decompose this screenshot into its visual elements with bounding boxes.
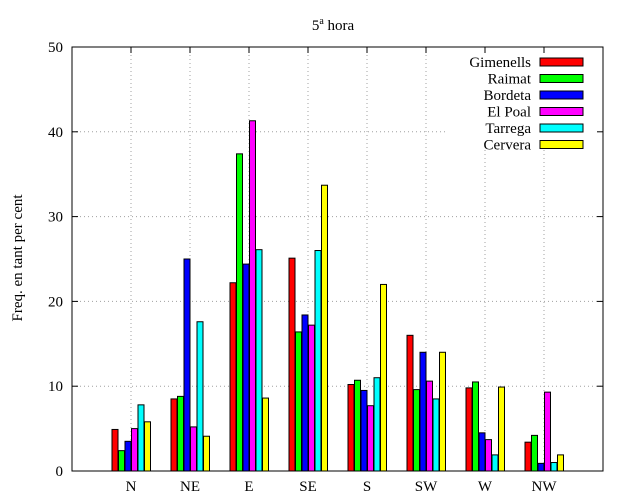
bar-el-poal [190, 426, 197, 472]
legend-label: Cervera [484, 138, 532, 154]
x-tick-label: N [126, 479, 137, 495]
legend-swatch [539, 74, 584, 83]
y-tick-label: 50 [48, 40, 63, 56]
bar-gimenells [347, 384, 355, 472]
bar-cervera [321, 184, 328, 472]
bar-cervera [262, 397, 269, 472]
plot-frame [71, 46, 604, 472]
legend-label: Bordeta [484, 88, 532, 104]
x-tick-label: W [478, 479, 493, 495]
bar-cervera [439, 351, 446, 472]
bar-raimat [295, 331, 302, 472]
y-axis: 0 10 20 30 40 50 [48, 40, 603, 480]
bar-bordeta [478, 432, 486, 472]
x-tick-label: S [363, 479, 371, 495]
x-tick-label: NE [180, 479, 200, 495]
bar-cervera [557, 454, 564, 472]
bar-gimenells [111, 428, 119, 472]
legend-swatch [539, 140, 584, 149]
bar-raimat [472, 381, 479, 472]
bar-el-poal [544, 391, 551, 472]
legend-label: Raimat [488, 72, 532, 88]
y-tick-label: 40 [48, 125, 63, 141]
legend-label: Gimenells [469, 55, 531, 71]
bar-bordeta [419, 351, 427, 472]
bars [111, 120, 564, 472]
bar-gimenells [406, 334, 414, 472]
bar-gimenells [170, 398, 178, 472]
y-tick-label: 0 [56, 464, 64, 480]
bar-bordeta [242, 263, 250, 472]
legend-label: El Poal [487, 105, 531, 121]
bar-raimat [236, 153, 243, 472]
y-tick-label: 20 [48, 294, 63, 310]
y-axis-label: Freq. en tant per cent [10, 194, 26, 322]
x-tick-label: E [244, 479, 253, 495]
bar-gimenells [465, 387, 473, 472]
bar-tarrega [196, 321, 204, 472]
bar-bordeta [301, 314, 309, 472]
bar-raimat [118, 450, 125, 472]
bar-gimenells [524, 441, 532, 472]
bar-bordeta [124, 440, 132, 472]
x-tick-label: NW [532, 479, 558, 495]
bar-tarrega [255, 249, 263, 472]
bar-tarrega [314, 250, 322, 472]
bar-tarrega [550, 462, 558, 472]
y-tick-label: 30 [48, 210, 63, 226]
bar-tarrega [137, 404, 145, 472]
bar-bordeta [360, 389, 368, 472]
legend-label: Tarrega [485, 121, 531, 137]
legend-swatch [539, 123, 584, 133]
bar-el-poal [308, 324, 315, 472]
bar-cervera [144, 421, 151, 472]
bar-el-poal [426, 380, 433, 472]
bar-tarrega [432, 398, 440, 472]
bar-tarrega [373, 377, 381, 472]
bar-el-poal [485, 439, 492, 472]
bar-gimenells [229, 282, 237, 472]
bar-tarrega [491, 454, 499, 472]
bar-el-poal [131, 428, 138, 472]
legend-swatch [539, 107, 584, 116]
bar-bordeta [183, 258, 191, 472]
bar-gimenells [288, 257, 296, 472]
bar-raimat [413, 389, 420, 472]
x-tick-label: SE [299, 479, 317, 495]
bar-raimat [177, 395, 184, 472]
bar-el-poal [249, 120, 256, 472]
legend-swatch [539, 90, 584, 100]
x-tick-label: SW [415, 479, 438, 495]
bar-el-poal [367, 405, 374, 472]
bar-cervera [498, 386, 505, 472]
bar-cervera [203, 435, 210, 472]
bar-raimat [354, 379, 361, 472]
bar-bordeta [537, 462, 545, 472]
x-axis: N NE E SE S SW W NW [126, 47, 558, 495]
legend-swatch [539, 57, 584, 67]
y-tick-label: 10 [48, 379, 63, 395]
chart-title: 5a hora [312, 16, 355, 34]
bar-raimat [531, 434, 538, 472]
bar-cervera [380, 283, 387, 472]
